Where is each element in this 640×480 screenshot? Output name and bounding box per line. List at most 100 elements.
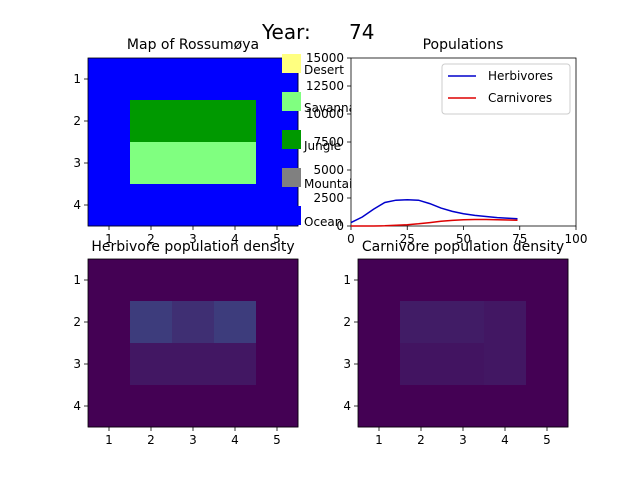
- legend-label-savannah: Savannah: [304, 101, 364, 115]
- herbivore-density-cell-4-1: [88, 385, 131, 428]
- map-cell-4-4: [214, 184, 257, 227]
- series-line-carnivores: [351, 218, 518, 227]
- carnivore-density-cell-4-3: [442, 385, 485, 428]
- legend-label-mountain: Mountain: [304, 177, 360, 191]
- carnivore-density-x-tick-label: 2: [417, 433, 425, 447]
- populations-y-tick-label: 10000: [306, 107, 344, 121]
- carnivore-density-x-tick-label: 4: [501, 433, 509, 447]
- populations-y-tick-label: 15000: [306, 51, 344, 65]
- carnivore-density-title: Carnivore population density: [362, 239, 564, 255]
- map-x-tick-label: 4: [231, 232, 239, 246]
- carnivore-density-cell-2-5: [526, 301, 569, 344]
- map-cell-4-1: [88, 184, 131, 227]
- year-label: Year:: [261, 20, 311, 44]
- map-x-tick-label: 3: [189, 232, 197, 246]
- map-cell-2-1: [88, 100, 131, 143]
- map-panel: 1 2 3 4 5 1 2 3 4: [73, 57, 299, 246]
- carnivore-density-cell-3-4: [484, 343, 527, 386]
- map-cell-2-2: [130, 100, 173, 143]
- herbivore-density-cell-2-4: [214, 301, 257, 344]
- carnivore-density-y-tick-label: 3: [343, 357, 351, 371]
- map-x-tick-label: 1: [105, 232, 113, 246]
- carnivore-density-y-tick-label: 2: [343, 315, 351, 329]
- populations-y-tick-label: 2500: [313, 191, 344, 205]
- carnivore-density-cell-1-4: [484, 259, 527, 302]
- herbivore-density-x-tick-label: 4: [231, 433, 239, 447]
- herbivore-density-y-tick-label: 3: [73, 357, 81, 371]
- legend-label-desert: Desert: [304, 63, 344, 77]
- carnivore-density-cell-1-2: [400, 259, 443, 302]
- herbivore-density-cell-4-2: [130, 385, 173, 428]
- populations-y-tick-label: 12500: [306, 79, 344, 93]
- herbivore-density-cell-3-4: [214, 343, 257, 386]
- map-cell-3-2: [130, 142, 173, 185]
- herbivore-density-cell-4-3: [172, 385, 215, 428]
- populations-x-tick-label: 75: [512, 232, 527, 246]
- carnivore-density-cell-1-3: [442, 259, 485, 302]
- carnivore-density-cell-4-5: [526, 385, 569, 428]
- carnivore-density-cell-4-4: [484, 385, 527, 428]
- map-cell-2-3: [172, 100, 215, 143]
- legend-entry-carnivores: Carnivores: [488, 91, 552, 105]
- carnivore-density-y-tick-label: 4: [343, 399, 351, 413]
- carnivore-density-x-tick-label: 1: [375, 433, 383, 447]
- map-y-tick-label: 4: [73, 198, 81, 212]
- carnivore-density-cell-3-1: [358, 343, 401, 386]
- map-cell-1-4: [214, 58, 257, 101]
- populations-y-tick-label: 0: [336, 219, 344, 233]
- herbivore-density-y-tick-label: 4: [73, 399, 81, 413]
- year-value: 74: [349, 20, 374, 44]
- map-title: Map of Rossumøya: [127, 37, 259, 53]
- legend-label-jungle: Jungle: [303, 139, 341, 153]
- populations-y-tick-label: 7500: [313, 135, 344, 149]
- carnivore-density-y-tick-label: 1: [343, 273, 351, 287]
- map-legend: Desert Savannah Jungle Mountain Ocean: [282, 54, 364, 229]
- map-cell-3-3: [172, 142, 215, 185]
- carnivore-density-cell-1-5: [526, 259, 569, 302]
- map-y-tick-label: 1: [73, 72, 81, 86]
- herbivore-density-cell-3-1: [88, 343, 131, 386]
- herbivore-density-title: Herbivore population density: [91, 239, 294, 255]
- carnivore-density-x-tick-label: 3: [459, 433, 467, 447]
- populations-x-tick-label: 50: [456, 232, 471, 246]
- herbivore-density-cell-1-2: [130, 259, 173, 302]
- herbivore-density-cell-1-5: [256, 259, 299, 302]
- populations-x-tick-label: 25: [400, 232, 415, 246]
- carnivore-density-cell-1-1: [358, 259, 401, 302]
- legend-swatch-mountain: [282, 168, 301, 187]
- populations-legend: Herbivores Carnivores: [441, 63, 571, 115]
- legend-entry-herbivores: Herbivores: [488, 69, 553, 83]
- map-x-tick-label: 5: [273, 232, 281, 246]
- carnivore-density-cell-4-1: [358, 385, 401, 428]
- series-line-herbivores: [350, 198, 518, 224]
- carnivore-density-cell-3-3: [442, 343, 485, 386]
- carnivore-density-cell-2-2: [400, 301, 443, 344]
- herbivore-density-cell-3-2: [130, 343, 173, 386]
- populations-x-tick-label: 0: [347, 232, 355, 246]
- herbivore-density-cell-1-1: [88, 259, 131, 302]
- legend-swatch-jungle: [282, 130, 301, 149]
- year-header: Year: 74: [261, 20, 374, 44]
- map-cell-4-3: [172, 184, 215, 227]
- herbivore-density-y-tick-label: 1: [73, 273, 81, 287]
- legend-swatch-savannah: [282, 92, 301, 111]
- herbivore-density-cell-3-3: [172, 343, 215, 386]
- map-cell-3-4: [214, 142, 257, 185]
- herbivore-density-cell-1-4: [214, 259, 257, 302]
- legend-swatch-desert: [282, 54, 301, 73]
- carnivore-density-cell-3-5: [526, 343, 569, 386]
- herbivore-density-x-tick-label: 5: [273, 433, 281, 447]
- carnivore-density-x-tick-label: 5: [543, 433, 551, 447]
- herbivore-density-cell-2-3: [172, 301, 215, 344]
- herbivore-density-x-tick-label: 1: [105, 433, 113, 447]
- herbivore-density-x-tick-label: 2: [147, 433, 155, 447]
- populations-y-tick-label: 5000: [313, 163, 344, 177]
- herbivore-density-x-tick-label: 3: [189, 433, 197, 447]
- carnivore-density-panel: 1 2 3 4 5 1 2 3 4: [343, 258, 569, 447]
- carnivore-density-cell-4-2: [400, 385, 443, 428]
- map-y-tick-label: 3: [73, 156, 81, 170]
- carnivore-density-cell-3-2: [400, 343, 443, 386]
- populations-chart: 0 25 50 75 100 0 2500 5000 7500 10000 12500 15000 He…: [306, 51, 588, 246]
- herbivore-density-cell-4-5: [256, 385, 299, 428]
- legend-label-ocean: Ocean: [304, 215, 342, 229]
